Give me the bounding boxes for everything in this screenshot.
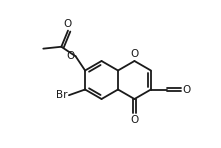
Text: O: O [182,85,191,95]
Text: Br: Br [56,90,68,100]
Text: O: O [130,49,139,59]
Text: O: O [66,51,75,61]
Text: O: O [64,19,72,29]
Text: O: O [130,115,139,124]
